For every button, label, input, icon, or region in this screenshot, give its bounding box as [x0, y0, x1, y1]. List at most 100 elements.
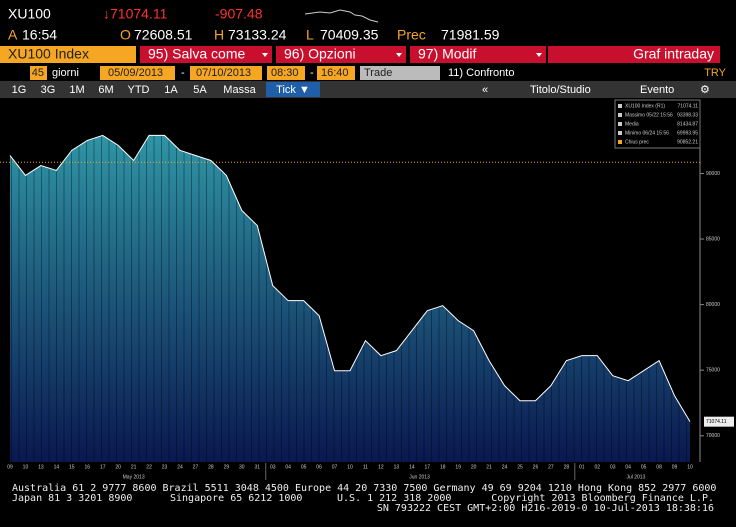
month-label: May 2013	[123, 474, 145, 480]
legend-label: Massimo 05/22 15:56	[625, 112, 673, 118]
toolbar-button-label: 96) Opzioni	[284, 46, 356, 62]
graph-box	[548, 46, 720, 63]
x-tick-label: 21	[131, 464, 137, 470]
high-label: H	[214, 27, 224, 43]
x-tick-label: 21	[486, 464, 492, 470]
range-button[interactable]	[266, 82, 320, 97]
x-tick-label: 10	[687, 464, 693, 470]
x-tick-label: 03	[270, 464, 276, 470]
toolbar-button-label: 95) Salva come	[148, 46, 245, 62]
tool-button[interactable]: Evento	[640, 84, 674, 96]
y-tick-label: 85000	[706, 236, 720, 242]
x-tick-label: 04	[625, 464, 631, 470]
y-tick-label: 90000	[706, 171, 720, 177]
x-tick-label: 24	[502, 464, 508, 470]
prev-label: Prec	[397, 27, 426, 43]
x-tick-label: 18	[440, 464, 446, 470]
range-button[interactable]	[158, 82, 184, 97]
x-tick-label: 28	[208, 464, 214, 470]
range-button[interactable]	[93, 82, 119, 97]
legend-swatch	[618, 122, 622, 126]
footer-line: Copyright 2013 Bloomberg Finance L.P.	[491, 493, 714, 504]
legend-value: 90852.21	[677, 139, 698, 145]
y-tick-label: 70000	[706, 433, 720, 439]
start-date: 05/09/2013	[108, 67, 163, 79]
footer-line: Japan 81 3 3201 8900	[12, 493, 132, 504]
start-box[interactable]	[100, 66, 175, 80]
date-dash: -	[181, 67, 185, 79]
x-tick-label: 19	[455, 464, 461, 470]
compare[interactable]: 11) Confronto	[448, 67, 514, 79]
last-value-label: 71074.11	[706, 419, 727, 425]
settings-gear[interactable]: ⚙	[700, 84, 710, 96]
time-start-box[interactable]	[267, 66, 305, 80]
x-tick-label: 07	[332, 464, 338, 470]
x-tick-label: 14	[54, 464, 60, 470]
footer-line: SN 793222 CEST GMT+2:00 H216-2019-0 10-J…	[377, 503, 714, 514]
tool-button[interactable]: Titolo/Studio	[530, 84, 591, 96]
range-button[interactable]	[216, 82, 263, 97]
toolbar-button[interactable]	[140, 46, 272, 63]
period-unit: giorni	[52, 67, 79, 79]
x-tick-label: 27	[193, 464, 199, 470]
dropdown-arrow	[396, 53, 402, 57]
open: 72608.51	[134, 27, 193, 43]
range-label: 1G	[12, 84, 27, 96]
low: 70409.35	[320, 27, 379, 43]
range-label: 1M	[69, 84, 84, 96]
x-tick-label: 13	[394, 464, 400, 470]
x-tick-label: 23	[162, 464, 168, 470]
range-label: Tick ▼	[276, 84, 310, 96]
toolbar-button[interactable]	[276, 46, 406, 63]
range-button[interactable]	[64, 82, 90, 97]
legend-swatch	[618, 104, 622, 108]
x-tick-label: 30	[239, 464, 245, 470]
footer-line: U.S. 1 212 318 2000	[337, 493, 451, 504]
x-tick-label: 08	[656, 464, 662, 470]
field: Trade	[364, 67, 392, 79]
x-tick-label: 28	[564, 464, 570, 470]
legend-label: XU100 Index (R1)	[625, 103, 665, 109]
x-tick-label: 09	[7, 464, 13, 470]
footer-line: Australia 61 2 9777 8600 Brazil 5511 304…	[12, 483, 716, 494]
sparkline	[304, 9, 379, 23]
toolbar-button[interactable]	[410, 46, 546, 63]
end-box[interactable]	[190, 66, 262, 80]
field-box[interactable]	[360, 66, 440, 80]
x-tick-label: 20	[115, 464, 121, 470]
period-box[interactable]	[30, 66, 47, 80]
month-label: Jun 2013	[409, 474, 430, 480]
time-dash: -	[310, 67, 314, 79]
time-start: 08:30	[271, 67, 299, 79]
dropdown-arrow	[536, 53, 542, 57]
legend-swatch	[618, 113, 622, 117]
tool-button[interactable]: «	[482, 84, 488, 96]
range-label: Massa	[223, 84, 256, 96]
range-button[interactable]	[6, 82, 32, 97]
time: 16:54	[22, 27, 57, 43]
last-price: ↓71074.11	[103, 6, 168, 22]
time-end-box[interactable]	[317, 66, 355, 80]
net-change: -907.48	[215, 6, 263, 22]
x-tick-label: 24	[177, 464, 183, 470]
prev: 71981.59	[441, 27, 500, 43]
time-end: 16:40	[321, 67, 349, 79]
x-tick-label: 10	[23, 464, 29, 470]
last-value-box	[704, 416, 734, 427]
y-tick-label: 80000	[706, 302, 720, 308]
range-button[interactable]	[35, 82, 61, 97]
legend-label: Minimo 06/24 15:56	[625, 130, 669, 136]
range-button[interactable]	[187, 82, 213, 97]
range-label: 6M	[98, 84, 113, 96]
time-label: A	[8, 27, 18, 43]
x-tick-label: 31	[254, 464, 260, 470]
x-tick-label: 06	[316, 464, 322, 470]
range-button[interactable]	[122, 82, 155, 97]
x-tick-label: 12	[378, 464, 384, 470]
graph-title: Graf intraday	[633, 46, 714, 62]
legend-value: 81434.87	[677, 121, 698, 127]
legend-value: 71074.11	[678, 103, 699, 109]
end-date: 07/10/2013	[196, 67, 251, 79]
x-tick-label: 27	[548, 464, 554, 470]
security-box[interactable]	[0, 46, 136, 63]
